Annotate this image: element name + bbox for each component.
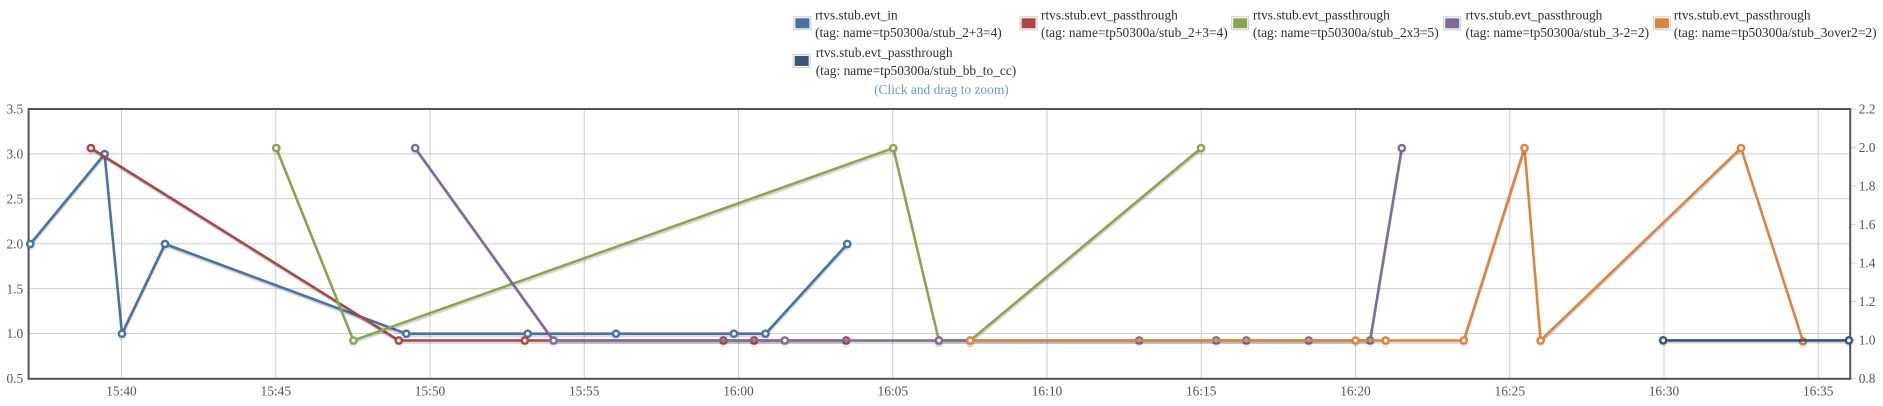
svg-text:2.5: 2.5 <box>6 192 23 207</box>
svg-text:(tag: name=tp50300a/stub_2x3=5: (tag: name=tp50300a/stub_2x3=5) <box>1253 25 1439 40</box>
svg-text:(tag: name=tp50300a/stub_2+3=4: (tag: name=tp50300a/stub_2+3=4) <box>1041 25 1228 40</box>
svg-text:15:55: 15:55 <box>569 383 600 398</box>
svg-text:(tag: name=tp50300a/stub_3over: (tag: name=tp50300a/stub_3over2=2) <box>1674 25 1877 40</box>
svg-text:16:05: 16:05 <box>878 383 909 398</box>
svg-text:15:45: 15:45 <box>261 383 292 398</box>
svg-text:16:15: 16:15 <box>1186 383 1217 398</box>
svg-text:1.6: 1.6 <box>1859 217 1876 232</box>
svg-text:rtvs.stub.evt_passthrough: rtvs.stub.evt_passthrough <box>1466 8 1603 23</box>
svg-text:1.5: 1.5 <box>6 281 23 296</box>
svg-text:(tag: name=tp50300a/stub_2+3=4: (tag: name=tp50300a/stub_2+3=4) <box>815 25 1002 40</box>
svg-text:1.0: 1.0 <box>6 326 23 341</box>
svg-text:16:20: 16:20 <box>1340 383 1371 398</box>
svg-text:(Click and drag to zoom): (Click and drag to zoom) <box>874 82 1009 97</box>
svg-text:16:00: 16:00 <box>723 383 754 398</box>
svg-text:16:10: 16:10 <box>1032 383 1063 398</box>
svg-text:rtvs.stub.evt_passthrough: rtvs.stub.evt_passthrough <box>1253 8 1390 23</box>
svg-text:3.5: 3.5 <box>6 102 23 117</box>
svg-text:rtvs.stub.evt_in: rtvs.stub.evt_in <box>815 8 898 23</box>
svg-text:0.5: 0.5 <box>6 371 23 386</box>
svg-text:rtvs.stub.evt_passthrough: rtvs.stub.evt_passthrough <box>816 45 953 60</box>
svg-text:(tag: name=tp50300a/stub_3-2=2: (tag: name=tp50300a/stub_3-2=2) <box>1466 25 1650 40</box>
svg-text:rtvs.stub.evt_passthrough: rtvs.stub.evt_passthrough <box>1674 8 1811 23</box>
svg-text:2.0: 2.0 <box>6 236 23 251</box>
svg-text:3.0: 3.0 <box>6 147 23 162</box>
svg-text:1.0: 1.0 <box>1859 333 1876 348</box>
svg-text:15:40: 15:40 <box>106 383 137 398</box>
svg-text:1.4: 1.4 <box>1859 256 1876 271</box>
svg-text:15:50: 15:50 <box>415 383 446 398</box>
svg-text:rtvs.stub.evt_passthrough: rtvs.stub.evt_passthrough <box>1041 8 1178 23</box>
svg-text:(tag: name=tp50300a/stub_bb_to: (tag: name=tp50300a/stub_bb_to_cc) <box>816 63 1017 78</box>
svg-text:16:25: 16:25 <box>1495 383 1526 398</box>
svg-text:16:35: 16:35 <box>1803 383 1834 398</box>
svg-text:1.8: 1.8 <box>1859 179 1876 194</box>
svg-text:16:30: 16:30 <box>1649 383 1680 398</box>
svg-text:1.2: 1.2 <box>1859 294 1876 309</box>
svg-text:0.8: 0.8 <box>1859 371 1876 386</box>
svg-text:2.2: 2.2 <box>1859 102 1876 117</box>
svg-text:2.0: 2.0 <box>1859 140 1876 155</box>
